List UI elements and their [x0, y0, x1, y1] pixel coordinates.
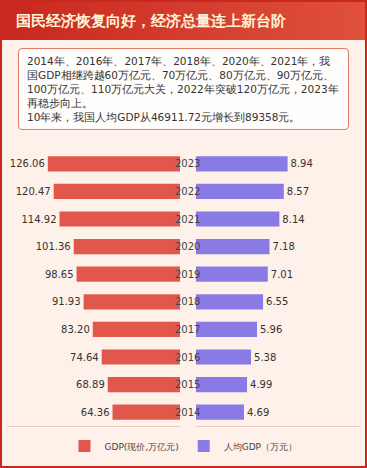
- svg-text:68.89: 68.89: [76, 379, 105, 390]
- svg-text:2021: 2021: [175, 214, 200, 225]
- svg-text:人均GDP（万元）: 人均GDP（万元）: [224, 442, 297, 452]
- svg-text:91.93: 91.93: [52, 296, 81, 307]
- svg-text:2017: 2017: [175, 324, 200, 335]
- svg-text:4.99: 4.99: [250, 379, 272, 390]
- svg-text:126.06: 126.06: [10, 158, 45, 169]
- svg-text:2014: 2014: [175, 407, 200, 418]
- svg-text:8.94: 8.94: [291, 158, 313, 169]
- html-text:2014年、2016年、2017年、2018年、2020年、: 2014年、2016年、2017年、2018年、2020年、2021年，我国GD…: [27, 55, 339, 109]
- svg-text:74.64: 74.64: [70, 352, 99, 363]
- svg-text:4.69: 4.69: [247, 407, 269, 418]
- svg-text:6.55: 6.55: [266, 296, 288, 307]
- html-text:国民经济恢复向好，经济总量连上新台阶: 国民经济恢复向好，经济总量连上新台阶: [16, 12, 286, 30]
- svg-text:2022: 2022: [175, 186, 200, 197]
- svg-text:2015: 2015: [175, 379, 200, 390]
- html-text:10年来，我国人均GDP从46911.72元增长到89358: 10年来，我国人均GDP从46911.72元增长到89358元。: [27, 111, 301, 123]
- svg-text:120.47: 120.47: [16, 186, 51, 197]
- svg-text:2018: 2018: [175, 296, 200, 307]
- svg-text:2016: 2016: [175, 352, 200, 363]
- svg-text:8.14: 8.14: [282, 214, 304, 225]
- svg-text:GDP(现价,万亿元): GDP(现价,万亿元): [105, 442, 179, 452]
- svg-text:2020: 2020: [175, 241, 200, 252]
- svg-text:98.65: 98.65: [45, 269, 74, 280]
- svg-text:2023: 2023: [175, 158, 200, 169]
- svg-text:5.96: 5.96: [260, 324, 282, 335]
- svg-text:83.20: 83.20: [61, 324, 90, 335]
- svg-text:8.57: 8.57: [287, 186, 309, 197]
- svg-text:7.01: 7.01: [271, 269, 293, 280]
- svg-text:7.18: 7.18: [273, 241, 295, 252]
- svg-text:101.36: 101.36: [36, 241, 71, 252]
- svg-text:114.92: 114.92: [22, 214, 57, 225]
- svg-text:5.38: 5.38: [254, 352, 276, 363]
- svg-text:64.36: 64.36: [81, 407, 110, 418]
- svg-text:2019: 2019: [175, 269, 200, 280]
